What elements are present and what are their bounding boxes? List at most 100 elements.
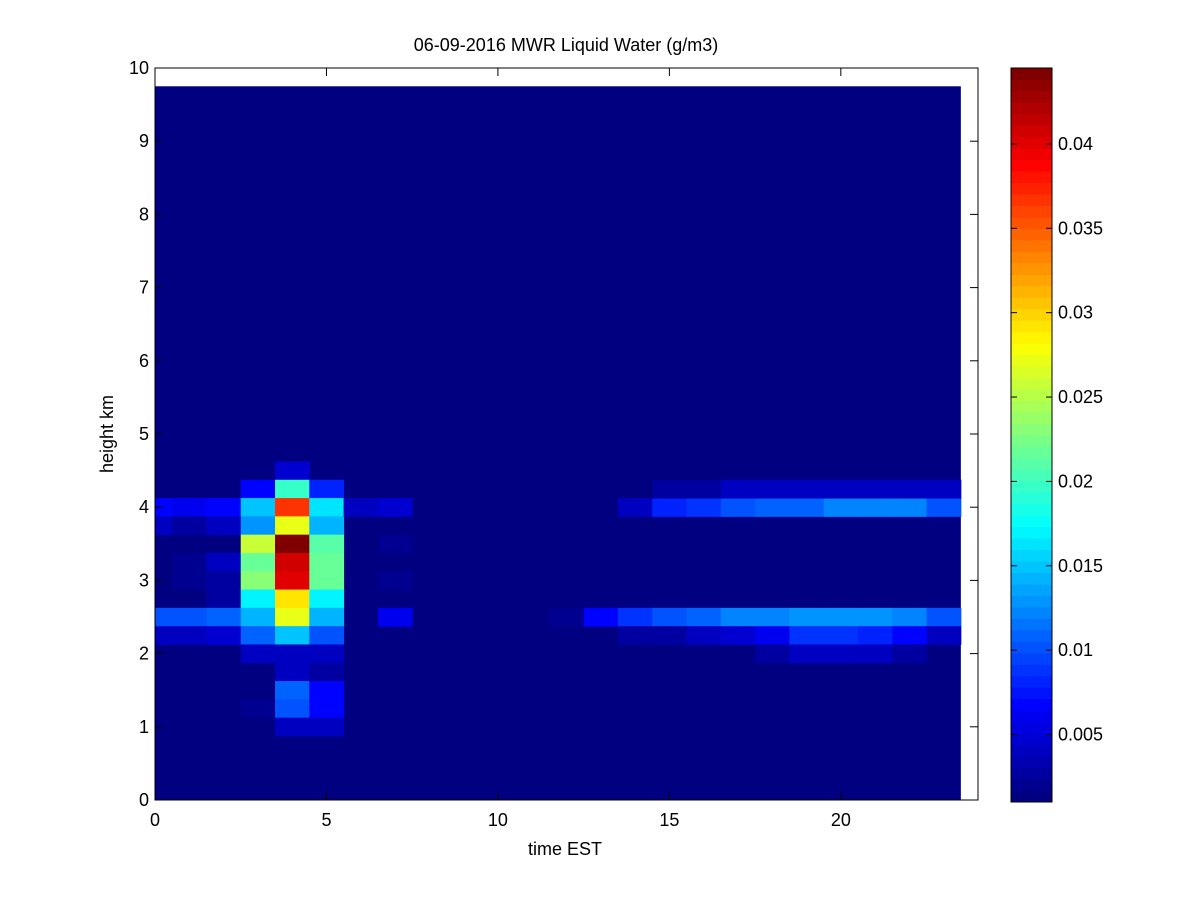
heatmap-cell: [309, 516, 345, 536]
chart-title: 06-09-2016 MWR Liquid Water (g/m3): [414, 35, 718, 55]
heatmap-cell: [377, 571, 413, 591]
heatmap-cell: [857, 607, 893, 627]
colorbar-level: [1011, 767, 1052, 780]
colorbar-level: [1011, 779, 1052, 791]
heatmap-cell: [823, 479, 859, 499]
heatmap-cell: [617, 626, 653, 645]
heatmap-cell: [686, 607, 722, 627]
colorbar-level: [1011, 435, 1052, 447]
colorbar-level: [1011, 664, 1052, 677]
colorbar-level: [1011, 607, 1052, 619]
y-tick-label: 4: [139, 497, 149, 517]
heatmap-cell: [155, 607, 173, 627]
colorbar-level: [1011, 297, 1052, 310]
heatmap-cell: [892, 607, 928, 627]
colorbar-level: [1011, 136, 1052, 149]
heatmap-cell: [275, 699, 310, 719]
heatmap-cell: [206, 498, 242, 517]
y-tick-label: 7: [139, 278, 149, 298]
heatmap-cell: [275, 552, 310, 572]
heatmap-cell: [275, 571, 310, 591]
heatmap-cell: [172, 552, 207, 572]
x-axis-label: time EST: [528, 839, 602, 859]
heatmap-cell: [240, 479, 276, 499]
heatmap-cell: [309, 534, 345, 554]
x-tick-label: 5: [321, 810, 331, 830]
colorbar-level: [1011, 584, 1052, 596]
colorbar-level: [1011, 331, 1052, 344]
colorbar-level: [1011, 503, 1052, 516]
colorbar-tick-label: 0.02: [1058, 471, 1093, 491]
colorbar-tick-label: 0.03: [1058, 303, 1093, 323]
heatmap-cell: [309, 626, 345, 645]
colorbar-level: [1011, 457, 1052, 470]
colorbar-level: [1011, 698, 1052, 711]
colorbar-level: [1011, 113, 1052, 126]
y-tick-label: 8: [139, 204, 149, 224]
x-tick-label: 0: [150, 810, 160, 830]
colorbar-level: [1011, 538, 1052, 551]
colorbar-level: [1011, 159, 1052, 172]
heatmap-cell: [240, 571, 276, 591]
colorbar-level: [1011, 205, 1052, 218]
colorbar-level: [1011, 251, 1052, 264]
colorbar-level: [1011, 171, 1052, 184]
heatmap-cell: [275, 626, 310, 645]
heatmap-cell: [155, 626, 173, 645]
colorbar-level: [1011, 366, 1052, 379]
heatmap-cell: [309, 589, 345, 609]
colorbar-level: [1011, 377, 1052, 390]
heatmap-cell: [377, 534, 413, 554]
colorbar-level: [1011, 125, 1052, 138]
heatmap-cell: [892, 644, 928, 664]
heatmap-cell: [789, 607, 825, 627]
heatmap-cell: [240, 626, 276, 645]
colorbar-level: [1011, 194, 1052, 207]
colorbar-level: [1011, 790, 1052, 803]
heatmap-cell: [823, 626, 859, 645]
heatmap-cell: [549, 607, 585, 627]
heatmap-cell: [240, 552, 276, 572]
heatmap-cell: [789, 644, 825, 664]
heatmap-cell: [583, 607, 619, 627]
x-tick-label: 10: [488, 810, 508, 830]
heatmap-cell: [206, 571, 242, 591]
heatmap-cell: [206, 552, 242, 572]
colorbar-tick-label: 0.015: [1058, 556, 1103, 576]
x-tick-label: 20: [831, 810, 851, 830]
colorbar-level: [1011, 102, 1052, 115]
heatmap-cell: [172, 516, 207, 536]
heatmap-cell: [275, 644, 310, 664]
heatmap-cell: [823, 644, 859, 664]
colorbar-level: [1011, 354, 1052, 367]
heatmap-cell: [377, 607, 413, 627]
heatmap-cell: [377, 498, 413, 517]
colorbar-level: [1011, 343, 1052, 356]
heatmap-cell: [823, 607, 859, 627]
heatmap-cell: [206, 626, 242, 645]
heatmap-cell: [275, 717, 310, 737]
plot-area: 0 5 10 15 20 0 1 2 3 4 5 6 7 8 9 10: [129, 58, 979, 830]
colorbar-level: [1011, 217, 1052, 229]
colorbar-tick-label: 0.01: [1058, 640, 1093, 660]
heatmap-cell: [686, 479, 722, 499]
heatmap-cell: [172, 607, 207, 627]
heatmap-cell: [240, 589, 276, 609]
colorbar-level: [1011, 675, 1052, 688]
heatmap-cell: [652, 498, 688, 517]
heatmap-cell: [240, 607, 276, 627]
colorbar-level: [1011, 595, 1052, 608]
y-tick-label: 0: [139, 790, 149, 810]
colorbar-level: [1011, 652, 1052, 665]
heatmap-cell: [789, 626, 825, 645]
colorbar-level: [1011, 182, 1052, 195]
heatmap-cell: [275, 461, 310, 481]
heatmap-cell: [789, 479, 825, 499]
heatmap-cell: [926, 498, 962, 517]
heatmap-cell: [275, 681, 310, 700]
colorbar-level: [1011, 148, 1052, 161]
heatmap-cell: [755, 626, 790, 645]
colorbar-level: [1011, 480, 1052, 493]
